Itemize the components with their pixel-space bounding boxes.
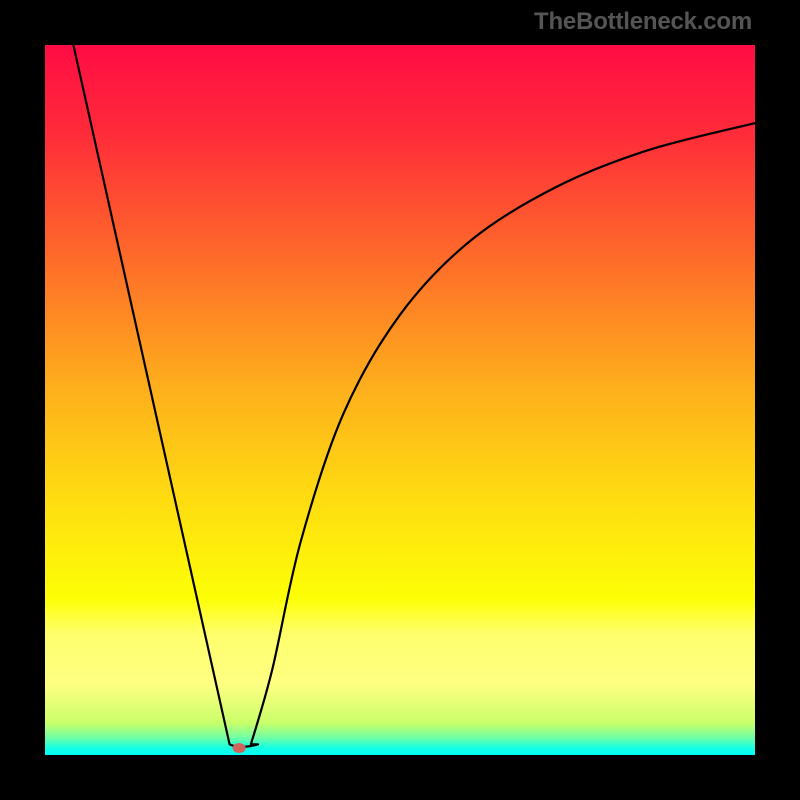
- plot-area: [45, 45, 755, 755]
- watermark-text: TheBottleneck.com: [534, 8, 752, 36]
- min-point-marker: [232, 743, 245, 753]
- bottleneck-curve: [45, 45, 755, 755]
- canvas: TheBottleneck.com: [0, 0, 800, 800]
